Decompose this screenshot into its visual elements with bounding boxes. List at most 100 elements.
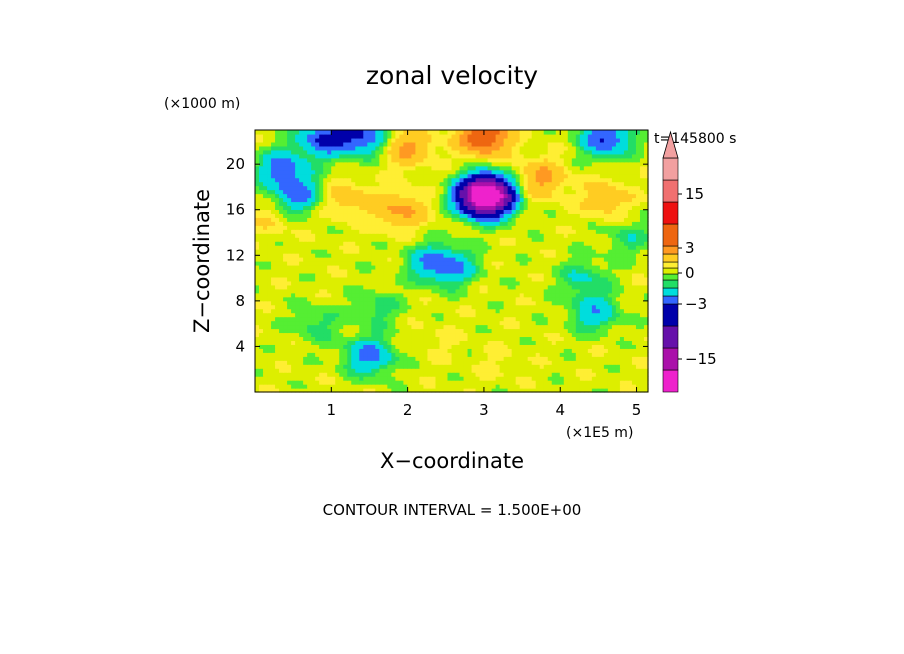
field-cell <box>315 304 320 310</box>
field-cell <box>587 380 593 385</box>
field-cell <box>419 340 425 345</box>
field-cell <box>443 253 449 258</box>
field-cell <box>607 280 613 286</box>
field-cell <box>515 213 521 218</box>
field-cell <box>587 344 593 349</box>
field-cell <box>359 209 364 214</box>
field-cell <box>587 324 593 330</box>
field-cell <box>639 221 645 226</box>
field-cell <box>451 221 457 226</box>
field-cell <box>259 308 264 314</box>
field-cell <box>519 241 525 246</box>
field-cell <box>367 205 372 210</box>
field-cell <box>299 261 304 266</box>
field-cell <box>575 344 581 349</box>
field-cell <box>355 320 360 326</box>
field-cell <box>579 376 585 381</box>
field-cell <box>599 213 605 218</box>
field-cell <box>547 304 553 310</box>
field-cell <box>539 213 545 218</box>
field-cell <box>539 340 545 345</box>
field-cell <box>539 376 545 381</box>
field-cell <box>631 233 637 238</box>
field-cell <box>527 340 533 345</box>
field-cell <box>291 205 296 210</box>
field-cell <box>511 320 517 326</box>
field-cell <box>379 197 384 203</box>
field-cell <box>395 296 400 302</box>
field-cell <box>439 320 445 326</box>
field-cell <box>607 308 613 314</box>
field-cell <box>371 352 376 357</box>
field-cell <box>319 205 324 210</box>
field-cell <box>495 360 501 365</box>
field-cell <box>587 221 593 226</box>
field-cell <box>475 368 481 373</box>
field-cell <box>419 352 425 357</box>
field-cell <box>275 320 280 326</box>
field-cell <box>443 201 449 207</box>
field-cell <box>287 372 292 377</box>
field-cell <box>631 209 637 214</box>
field-cell <box>259 328 264 334</box>
field-cell <box>523 245 529 250</box>
field-cell <box>283 352 288 357</box>
field-cell <box>407 312 412 318</box>
field-cell <box>283 209 288 214</box>
field-cell <box>471 288 477 294</box>
field-cell <box>627 197 633 203</box>
field-cell <box>635 201 641 207</box>
field-cell <box>591 209 597 214</box>
field-cell <box>423 261 429 266</box>
field-cell <box>563 328 569 334</box>
field-cell <box>359 264 364 270</box>
field-cell <box>579 312 585 318</box>
field-cell <box>619 288 625 294</box>
field-cell <box>523 213 529 218</box>
field-cell <box>583 245 589 250</box>
field-cell <box>307 388 312 393</box>
field-cell <box>627 292 633 298</box>
field-cell <box>611 320 617 326</box>
field-cell <box>535 272 541 278</box>
field-cell <box>419 268 425 274</box>
field-cell <box>475 237 481 242</box>
field-cell <box>399 261 404 266</box>
field-cell <box>463 280 469 286</box>
field-cell <box>579 356 585 361</box>
field-cell <box>255 249 260 254</box>
field-cell <box>275 257 280 262</box>
field-cell <box>379 209 384 214</box>
field-cell <box>459 300 465 306</box>
field-cell <box>571 268 577 274</box>
field-cell <box>463 288 469 294</box>
field-cell <box>627 328 633 334</box>
field-cell <box>339 320 344 326</box>
field-cell <box>515 368 521 373</box>
field-cell <box>519 237 525 242</box>
field-cell <box>427 197 433 203</box>
field-cell <box>371 221 376 226</box>
field-cell <box>371 300 376 306</box>
field-cell <box>587 312 593 318</box>
field-cell <box>515 304 521 310</box>
field-cell <box>567 372 573 377</box>
field-cell <box>335 380 340 385</box>
field-cell <box>419 276 425 282</box>
field-cell <box>571 296 577 302</box>
field-cell <box>343 229 348 234</box>
field-cell <box>331 225 336 230</box>
field-cell <box>431 368 437 373</box>
field-cell <box>311 197 316 203</box>
field-cell <box>635 316 641 322</box>
field-cell <box>475 308 481 314</box>
field-cell <box>339 189 344 195</box>
field-cell <box>499 205 505 210</box>
field-cell <box>427 324 433 330</box>
field-cell <box>467 225 473 230</box>
field-cell <box>435 205 441 210</box>
field-cell <box>279 245 284 250</box>
field-cell <box>507 324 513 330</box>
field-cell <box>355 296 360 302</box>
field-cell <box>463 245 469 250</box>
